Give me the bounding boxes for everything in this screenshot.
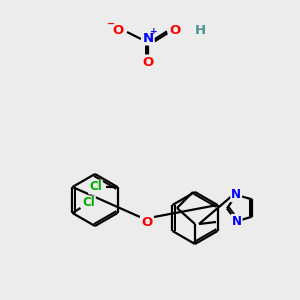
- Text: N: N: [231, 188, 241, 201]
- Text: H: H: [194, 23, 206, 37]
- Text: N: N: [142, 32, 154, 44]
- Text: O: O: [169, 23, 181, 37]
- Text: Cl: Cl: [82, 196, 95, 209]
- Text: −: −: [107, 19, 115, 29]
- Text: +: +: [150, 28, 158, 37]
- Text: Cl: Cl: [89, 181, 102, 194]
- Text: N: N: [232, 215, 242, 228]
- Text: O: O: [141, 217, 153, 230]
- Text: O: O: [112, 23, 124, 37]
- Text: O: O: [142, 56, 154, 68]
